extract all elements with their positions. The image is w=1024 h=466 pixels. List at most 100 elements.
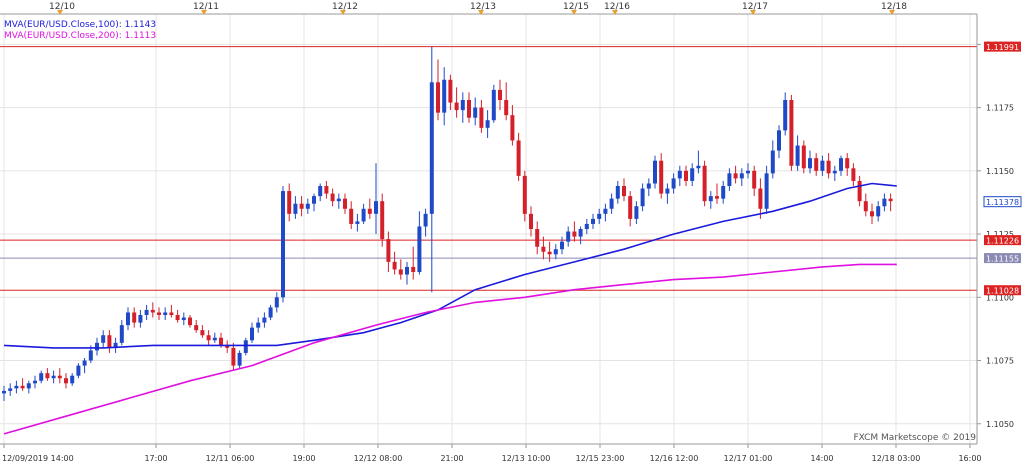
date-marker-label: 12/13 [470, 2, 496, 12]
date-marker-label: 12/15 [563, 2, 589, 12]
candle-body [777, 130, 781, 151]
candle-body [597, 213, 602, 219]
candle-body [281, 191, 285, 298]
candle-body [739, 173, 744, 179]
horizontal-levels [0, 46, 977, 291]
candle-body [659, 160, 664, 194]
candle-body [535, 229, 540, 247]
candle-body [628, 196, 633, 219]
candle-body [200, 330, 205, 336]
level-price-box [984, 235, 1021, 246]
candle-body [553, 249, 558, 255]
date-marker-triangle [750, 10, 756, 15]
legend: MVA(EUR/USD.Close,100): 1.1143 MVA(EUR/U… [4, 20, 156, 41]
legend-ma100: MVA(EUR/USD.Close,100): 1.1143 [4, 20, 156, 30]
candle-body [163, 312, 168, 315]
level-price-box [984, 41, 1021, 52]
candle-body [454, 102, 459, 111]
candle-body [622, 186, 626, 197]
candlestick-series [2, 46, 893, 401]
candle-body [181, 317, 186, 321]
candle-body [14, 385, 19, 389]
candle-body [473, 107, 478, 118]
time-tick-label: 21:00 [440, 454, 463, 463]
candle-body [547, 251, 552, 255]
candle-body [405, 266, 409, 275]
ma200-line [3, 263, 897, 435]
candle-body [343, 198, 347, 209]
candle-body [70, 375, 75, 384]
candle-body [436, 82, 440, 113]
candle-body [33, 380, 37, 384]
candle-body [733, 173, 738, 179]
candle-body [417, 226, 422, 272]
candle-body [39, 373, 44, 381]
candle-body [510, 115, 515, 141]
time-tick-label: 12/15 23:00 [576, 454, 625, 463]
candle-body [51, 375, 56, 379]
candle-body [646, 183, 651, 189]
candle-body [95, 342, 99, 351]
level-price-box [984, 285, 1021, 296]
candle-body [57, 375, 62, 379]
candle-body [423, 213, 428, 227]
candle-body [863, 201, 868, 212]
date-marker-triangle [478, 10, 484, 15]
candle-body [287, 191, 292, 214]
candle-body [801, 145, 806, 169]
current-price-box [983, 196, 1022, 208]
time-tick-label: 12/18 03:00 [872, 454, 921, 463]
candle-body [175, 315, 180, 321]
candle-body [851, 168, 856, 181]
date-marker-strip: 12/10 12/11 12/12 12/13 12/15 12/16 12/17 12/18 [0, 0, 1024, 15]
candle-body [250, 327, 254, 341]
candle-body [560, 241, 564, 250]
time-tick-label: 16:00 [958, 454, 981, 463]
candle-body [690, 168, 695, 181]
date-marker-triangle [57, 10, 63, 15]
candle-body [361, 208, 366, 222]
time-tick-label: 14:00 [810, 454, 833, 463]
candle-body [398, 269, 403, 275]
legend-ma200: MVA(EUR/USD.Close,200): 1.1113 [4, 31, 156, 41]
candle-body [194, 325, 199, 331]
time-axis: 12/09/2019 14:00 17:00 12/11 06:00 19:00 12/… [0, 443, 1024, 466]
candle-body [795, 145, 800, 166]
level-price-label: 1.11991 [986, 43, 1019, 52]
current-price-label: 1.11378 [986, 198, 1019, 207]
candle-body [715, 196, 719, 199]
time-tick-label: 12/09/2019 14:00 [2, 454, 74, 463]
candle-body [2, 390, 6, 394]
candle-body [268, 307, 273, 318]
candle-body [876, 206, 881, 217]
candle-body [504, 100, 509, 116]
candle-body [529, 213, 533, 229]
date-marker-label: 12/11 [193, 2, 219, 12]
candle-body [126, 312, 130, 326]
candle-body [206, 335, 211, 341]
candle-body [113, 342, 118, 348]
candle-body [367, 208, 372, 214]
date-marker-label: 12/17 [742, 2, 768, 12]
candle-body [603, 208, 608, 214]
candle-body [157, 312, 161, 315]
watermark: FXCM Marketscope © 2019 [853, 433, 976, 443]
candle-body [566, 231, 571, 242]
candle-body [312, 196, 316, 204]
candle-body [8, 388, 13, 391]
candle-body [336, 198, 341, 202]
candle-body [467, 100, 471, 118]
time-tick-label: 12/12 08:00 [354, 454, 403, 463]
candle-body [442, 79, 447, 113]
candle-body [64, 378, 68, 384]
price-tick-label: 1.1100 [986, 293, 1014, 302]
price-tick-label: 1.1175 [986, 104, 1014, 113]
price-axis-bg [977, 0, 1024, 466]
date-marker-label: 12/16 [604, 2, 630, 12]
date-marker-triangle [340, 10, 346, 15]
candle-body [26, 383, 31, 389]
candle-body [237, 352, 242, 366]
candle-body [460, 100, 465, 111]
time-tick-label: 17:00 [144, 454, 167, 463]
date-marker-triangle [612, 10, 618, 15]
